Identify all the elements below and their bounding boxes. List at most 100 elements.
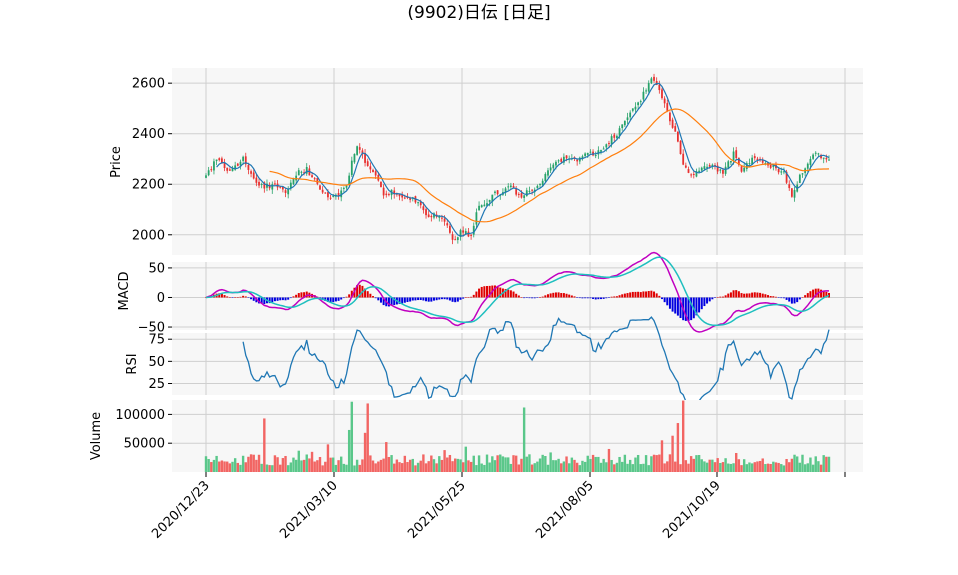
macd-hist-bar (454, 297, 457, 303)
candle-body (205, 175, 207, 178)
candle-body (372, 169, 374, 173)
macd-hist-bar (745, 293, 748, 298)
volume-bar (324, 461, 327, 472)
macd-hist-bar (578, 297, 581, 299)
volume-bar (557, 458, 560, 472)
macd-hist-bar (430, 297, 433, 302)
candle-body (488, 200, 491, 202)
macd-hist-bar (698, 297, 701, 313)
candle-body (528, 190, 531, 192)
macd-hist-bar (761, 293, 764, 298)
macd-hist-bar (806, 293, 809, 298)
volume-bar (586, 455, 589, 472)
volume-bar (758, 460, 762, 472)
volume-bar (788, 462, 791, 472)
macd-hist-bar (539, 297, 542, 298)
volume-bar (801, 454, 804, 472)
candle-body (581, 156, 584, 160)
macd-hist-bar (716, 297, 719, 298)
candle-body (297, 170, 300, 176)
macd-line (205, 251, 829, 333)
macd-hist-bar (443, 297, 446, 300)
volume-bar (353, 465, 356, 472)
candle-body (631, 108, 634, 111)
volume-bar (652, 454, 656, 472)
macd-hist-bar (684, 297, 687, 321)
macd-hist-bar (393, 297, 396, 306)
rsi-ylabel: RSI (125, 353, 140, 374)
macd-hist-bar (615, 296, 618, 298)
macd-hist-bar (809, 291, 812, 298)
price-yticks: 2000 2200 2400 2600 (132, 77, 172, 243)
macd-hist-bar (812, 289, 815, 298)
candle-body (820, 154, 822, 159)
volume-bar (591, 454, 595, 472)
macd-hist-bar (231, 297, 234, 298)
xtick-label: 2021/08/05 (533, 478, 597, 542)
candle-body (252, 172, 255, 179)
volume-bar (252, 454, 255, 472)
candle-body (753, 156, 756, 159)
macd-hist-bar (743, 293, 746, 298)
macd-hist-bar (387, 297, 390, 307)
candle-body (478, 205, 480, 211)
volume-bar (650, 456, 653, 472)
macd-hist-bar (751, 292, 754, 298)
candle-body (425, 209, 427, 216)
volume-bar (719, 462, 722, 472)
volume-bar (472, 455, 475, 472)
macd-hist-bar (398, 297, 401, 304)
macd-hist-bar (432, 297, 435, 301)
volume-bar (279, 464, 282, 472)
candle-body (258, 181, 260, 186)
candle-body (597, 150, 600, 155)
macd-hist-bar (610, 296, 613, 298)
macd-hist-bar (459, 297, 462, 300)
candle-body (443, 218, 446, 222)
macd-hist-bar (273, 297, 276, 302)
macd-hist-bar (759, 292, 762, 298)
volume-bar (416, 462, 420, 472)
ytick-label: 0 (157, 291, 165, 306)
volume-bar (294, 459, 298, 472)
macd-hist-bar (509, 290, 512, 298)
macd-panel-background (172, 262, 863, 330)
candle-body (321, 189, 324, 193)
macd-hist-bar (472, 294, 475, 298)
candle-body (687, 169, 690, 173)
volume-bar (480, 463, 483, 472)
macd-hist-bar (565, 293, 568, 298)
macd-hist-bar (774, 296, 777, 298)
volume-bar (226, 461, 229, 472)
volume-bar (414, 465, 417, 472)
volume-bar (382, 458, 385, 472)
volume-bar (716, 458, 719, 472)
candle-body (472, 225, 475, 235)
volume-bar (554, 460, 558, 472)
volume-bar (753, 462, 756, 472)
macd-hist-bar (560, 293, 563, 298)
volume-bar (589, 458, 592, 472)
macd-hist-bar (626, 293, 629, 298)
volume-bar (408, 459, 412, 472)
macd-hist-bar (448, 297, 451, 301)
macd-hist-bar (369, 293, 372, 298)
x-axis: 2020/12/23 2021/03/10 2021/05/25 2021/08/05… (149, 472, 846, 542)
macd-hist-bar (366, 291, 369, 298)
volume-bar (281, 458, 285, 472)
candle-body (454, 239, 457, 241)
volume-bar (321, 465, 324, 472)
volume-bar (289, 462, 293, 472)
macd-lines (205, 251, 830, 333)
volume-bar (271, 465, 274, 472)
volume-bar (732, 463, 735, 472)
candle-body (244, 156, 247, 165)
candle-body (356, 146, 359, 155)
volume-bar (427, 461, 430, 472)
candle-body (271, 184, 274, 190)
candle-body (661, 89, 663, 99)
volume-bar (477, 455, 481, 472)
volume-bar (318, 456, 322, 472)
macd-hist-bar (554, 292, 557, 298)
macd-hist-bar (735, 290, 738, 298)
